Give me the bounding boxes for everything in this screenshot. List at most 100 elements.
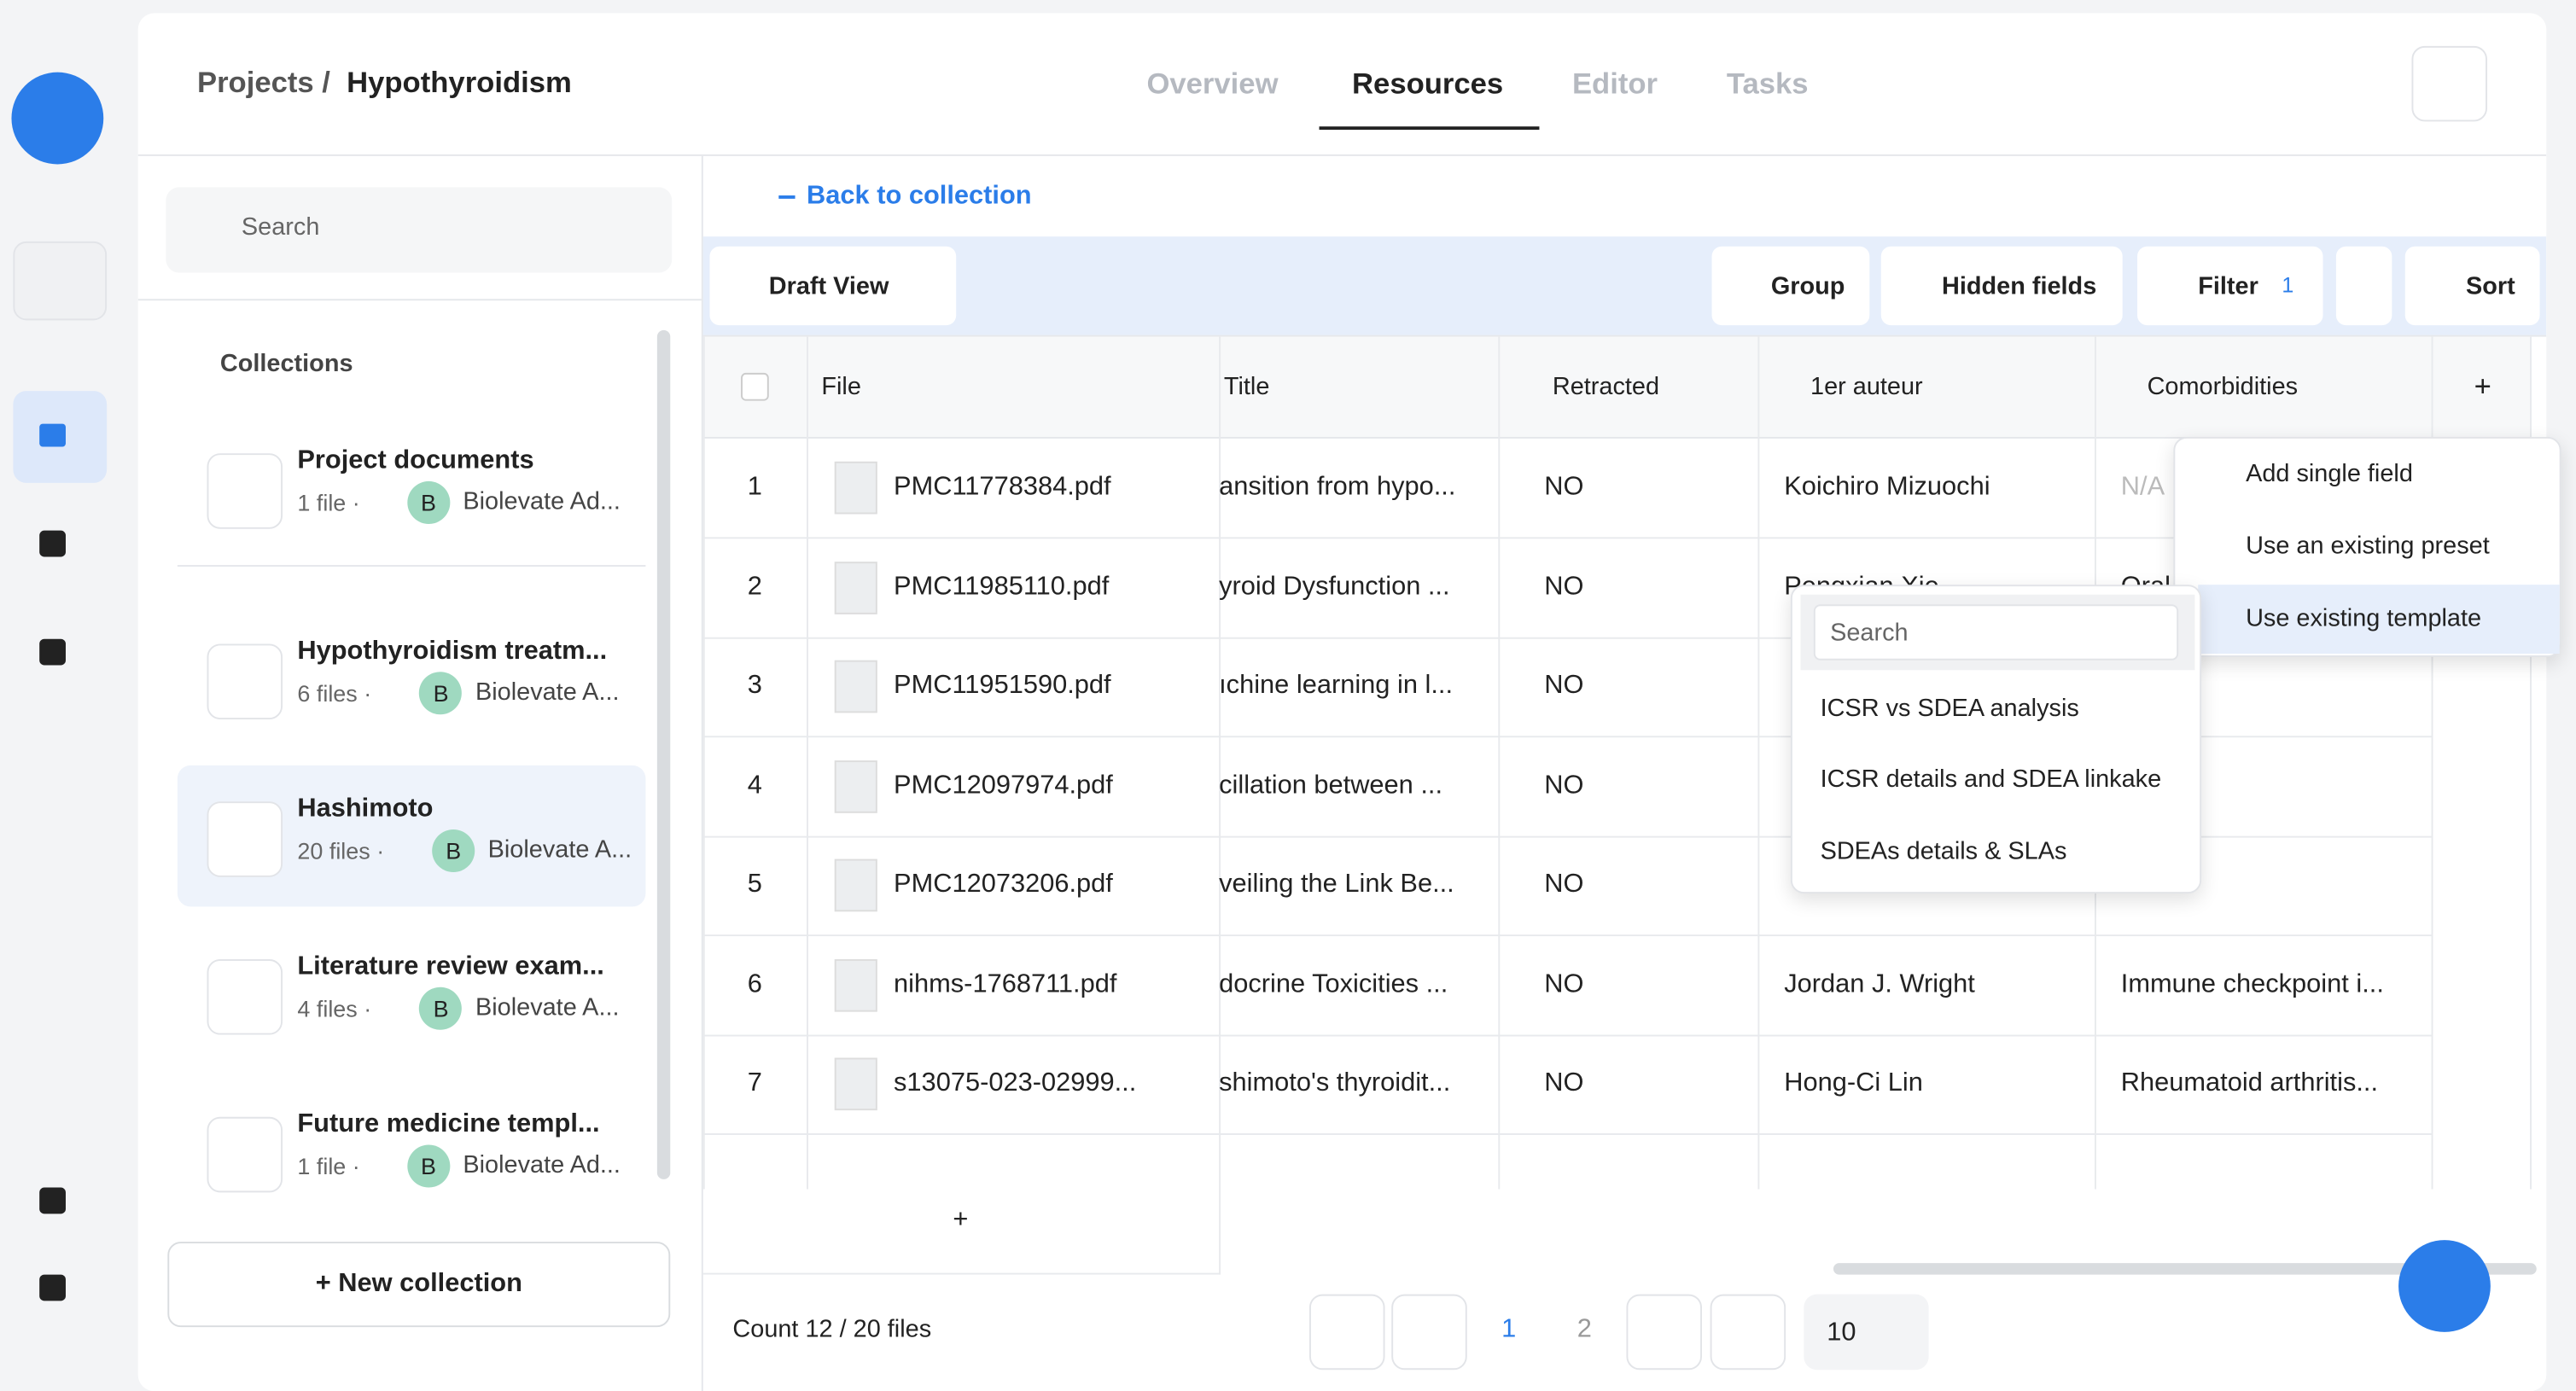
header-checkbox[interactable] — [741, 372, 769, 401]
tab[interactable]: Overview — [1146, 67, 1279, 101]
logo — [11, 72, 104, 165]
add-row-area — [702, 1189, 1221, 1275]
scrollbar — [656, 329, 671, 1179]
menu-item[interactable]: Use an existing preset — [2246, 532, 2490, 561]
avatar: B — [419, 672, 463, 715]
menu-active — [2198, 585, 2560, 655]
view-btn[interactable] — [709, 246, 957, 326]
menu-item[interactable]: Add single field — [2246, 459, 2413, 488]
submenu-item[interactable]: SDEAs details & SLAs — [1820, 837, 2067, 866]
cell: PMC11985110.pdf — [894, 572, 1110, 601]
table: File Title Retracted 1er auteur Comorbiditie… — [702, 335, 2547, 1190]
sort-btn[interactable] — [2404, 246, 2540, 326]
collection-owner: Biolevate Ad... — [463, 1151, 621, 1179]
collection-owner: Biolevate A... — [475, 993, 620, 1022]
cell: ansition from hypo... — [1219, 473, 1456, 502]
collection-owner: Biolevate A... — [487, 835, 632, 864]
breadcrumb-current: Hypothyroidism — [347, 65, 572, 99]
cell: NO — [1544, 771, 1584, 800]
cell: s13075-023-02999... — [894, 1068, 1137, 1097]
cell: Immune checkpoint i... — [2120, 969, 2384, 998]
chat-btn[interactable] — [2398, 1240, 2491, 1332]
collection-name[interactable]: Hypothyroidism treatm... — [297, 637, 608, 666]
page[interactable]: 1 — [1501, 1315, 1517, 1344]
cell: NO — [1544, 473, 1584, 502]
section-title[interactable]: Collections — [219, 349, 353, 378]
filter-btn[interactable] — [2137, 246, 2323, 326]
cell: 2 — [747, 572, 762, 601]
file-icon — [834, 1057, 877, 1111]
column-header[interactable]: 1er auteur — [1810, 372, 1923, 401]
tab[interactable]: Editor — [1571, 67, 1658, 101]
nav-icon — [39, 1187, 66, 1214]
menu-item[interactable]: Use existing template — [2246, 604, 2482, 633]
file-icon — [834, 858, 877, 912]
collection-name[interactable]: Hashimoto — [297, 794, 434, 824]
col-border — [2431, 336, 2433, 1190]
collection-name[interactable]: Future medicine templ... — [297, 1110, 600, 1138]
cell: NO — [1544, 572, 1584, 601]
h-scroll — [1833, 1263, 2537, 1275]
cell: NO — [1544, 870, 1584, 899]
collection-icon — [207, 643, 283, 720]
cell: NO — [1544, 672, 1584, 700]
page-prev[interactable] — [1391, 1294, 1467, 1371]
cell: Rheumatoid arthritis... — [2120, 1068, 2379, 1097]
collection-icon — [207, 801, 283, 877]
group-btn[interactable] — [1711, 246, 1870, 326]
cell: cillation between ... — [1219, 771, 1443, 800]
tab[interactable]: Tasks — [1726, 67, 1809, 101]
submenu-search-placeholder: Search — [1830, 619, 1909, 648]
add-column[interactable]: + — [2474, 370, 2491, 403]
col-border — [1498, 336, 1501, 1190]
sidebar-sep — [137, 299, 702, 301]
back-link[interactable]: Back to collection — [807, 182, 1032, 211]
row-border — [702, 835, 2432, 837]
row-height-btn[interactable] — [2335, 246, 2392, 326]
hidden-btn[interactable] — [1880, 246, 2123, 326]
collection-files: 1 file · — [297, 489, 360, 516]
search-icon-btn — [13, 241, 108, 321]
cell: Jordan J. Wright — [1784, 969, 1975, 998]
column-header[interactable]: Retracted — [1552, 372, 1660, 401]
cell: PMC12073206.pdf — [894, 870, 1113, 899]
page-last[interactable] — [1710, 1294, 1786, 1371]
col-border — [2530, 336, 2532, 1190]
avatar: B — [406, 1144, 450, 1188]
cell: NO — [1544, 969, 1584, 998]
collection-name[interactable]: Literature review exam... — [297, 952, 604, 981]
add-row[interactable]: + — [953, 1205, 969, 1234]
cell: Hong-Ci Lin — [1784, 1068, 1923, 1097]
file-icon — [834, 461, 877, 515]
page[interactable]: 2 — [1576, 1315, 1592, 1344]
nav-active-icon — [39, 423, 66, 447]
cell: 7 — [747, 1068, 762, 1097]
page-size-box[interactable] — [1804, 1294, 1929, 1371]
file-icon — [834, 760, 877, 812]
column-header[interactable]: Title — [1223, 372, 1270, 401]
nav-icon — [39, 1274, 66, 1301]
submenu-item[interactable]: ICSR vs SDEA analysis — [1820, 695, 2079, 723]
filter-count: 1 — [2282, 272, 2294, 298]
tab[interactable]: Resources — [1352, 67, 1504, 101]
cell: ıchine learning in l... — [1219, 672, 1454, 700]
filter-btn-label: Filter — [2198, 272, 2258, 301]
submenu-item[interactable]: ICSR details and SDEA linkake — [1820, 765, 2162, 794]
back-arrow — [778, 195, 796, 199]
column-header[interactable]: File — [821, 372, 861, 401]
cell: veiling the Link Be... — [1219, 870, 1454, 899]
collection-sep — [177, 565, 646, 567]
breadcrumb-parent: Projects / — [196, 65, 330, 99]
cell: N/A — [2120, 473, 2165, 502]
collection-name[interactable]: Project documents — [297, 446, 534, 475]
avatar: B — [432, 829, 475, 873]
avatar: B — [406, 480, 450, 524]
column-header[interactable]: Comorbidities — [2147, 372, 2299, 401]
sort-btn-label: Sort — [2465, 272, 2515, 301]
col-border — [807, 336, 808, 1190]
page-first[interactable] — [1308, 1294, 1385, 1371]
new-collection-btn[interactable]: + New collection — [167, 1242, 671, 1328]
page-next[interactable] — [1626, 1294, 1702, 1371]
view-btn-label: Draft View — [768, 272, 889, 301]
